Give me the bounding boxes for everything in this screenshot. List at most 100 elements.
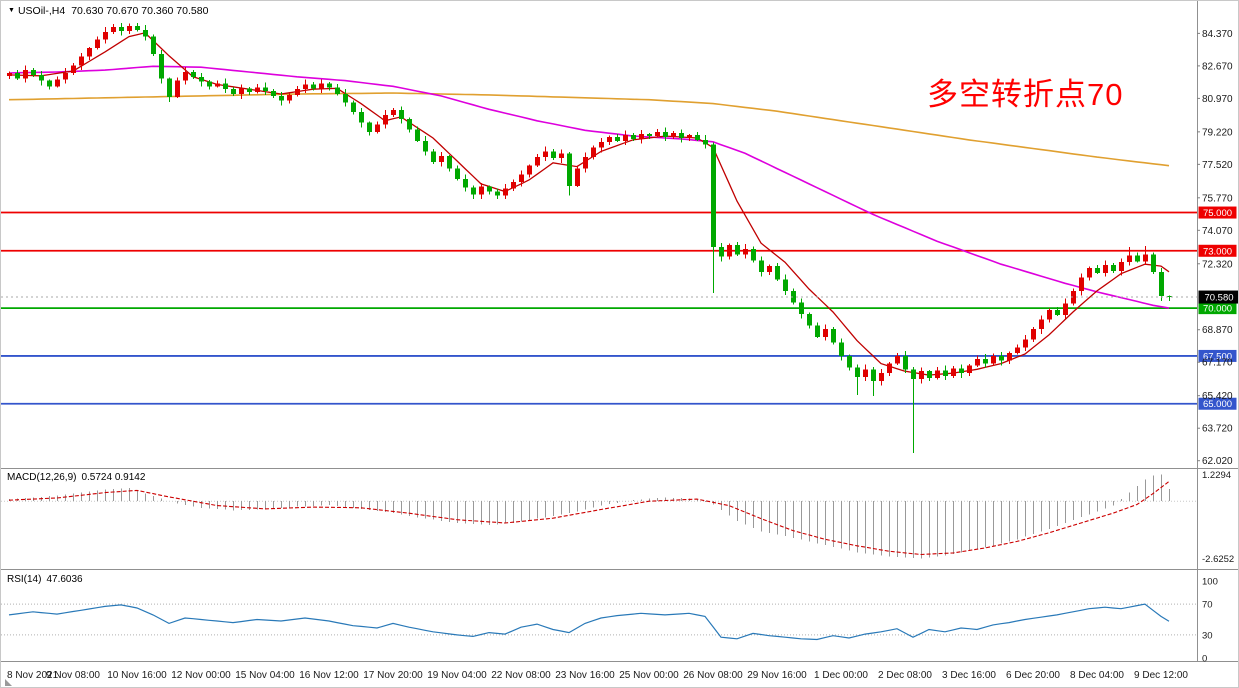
candle-body	[423, 140, 428, 152]
candle-body	[1007, 353, 1012, 361]
candle-body	[671, 133, 676, 138]
annotation-text: 多空转折点70	[927, 77, 1124, 112]
candle-body	[679, 133, 684, 138]
candle-body	[183, 72, 188, 81]
candle-body	[359, 112, 364, 123]
svg-text:84.370: 84.370	[1202, 29, 1233, 40]
candle-body	[1087, 267, 1092, 278]
rsi-value: 47.6036	[46, 574, 83, 585]
candle-body	[343, 93, 348, 103]
time-label: 6 Dec 20:00	[1006, 670, 1060, 681]
candle-body	[823, 329, 828, 337]
candle-body	[783, 279, 788, 291]
candle-body	[663, 132, 668, 138]
candle-body	[399, 110, 404, 119]
candle-body	[1151, 254, 1156, 272]
time-label: 8 Dec 04:00	[1070, 670, 1124, 681]
candle-body	[1039, 319, 1044, 330]
hline-73.000[interactable]: 73.000	[1, 244, 1237, 258]
svg-text:77.520: 77.520	[1202, 160, 1233, 171]
candle-body	[215, 83, 220, 87]
rsi-levels	[1, 603, 1197, 636]
hline-67.500[interactable]: 67.500	[1, 349, 1237, 363]
time-label: 8 Nov 2021	[7, 670, 59, 681]
candle-body	[415, 129, 420, 141]
candle-body	[911, 369, 916, 379]
candle-body	[615, 137, 620, 141]
candle-body	[31, 70, 36, 75]
candle-body	[15, 72, 20, 79]
candle-body	[367, 122, 372, 133]
candle-body	[255, 87, 260, 93]
candle-body	[503, 188, 508, 196]
candle-body	[895, 355, 900, 364]
candle-body	[1111, 265, 1116, 271]
candle-body	[735, 245, 740, 255]
candle-body	[647, 134, 652, 137]
hline-70.000[interactable]: 70.000	[1, 302, 1237, 315]
candle-body	[351, 102, 356, 113]
candle-body	[759, 260, 764, 272]
candle-body	[151, 36, 156, 54]
svg-text:63.720: 63.720	[1202, 424, 1233, 435]
candle-body	[271, 91, 276, 96]
svg-text:100: 100	[1202, 577, 1218, 588]
candle-body	[231, 89, 236, 94]
candle-body	[319, 83, 324, 89]
candle-body	[471, 187, 476, 195]
candle-body	[391, 110, 396, 116]
candle-body	[639, 134, 644, 139]
candle-body	[375, 124, 380, 133]
panel-separators[interactable]	[1, 1, 1239, 662]
price-axis-labels: 84.370 82.670 80.970 79.220 77.520 75.770 74.0…	[1197, 29, 1233, 467]
candle-body	[143, 29, 148, 37]
candle-body	[559, 153, 564, 159]
candle-body	[1047, 310, 1052, 320]
time-label: 10 Nov 16:00	[107, 670, 167, 681]
hline-65.000[interactable]: 65.000	[1, 397, 1237, 411]
candle-body	[1031, 329, 1036, 340]
candle-body	[103, 31, 108, 40]
candle-body	[847, 355, 852, 368]
candle-body	[303, 84, 308, 90]
candle-body	[431, 151, 436, 162]
svg-text:80.970: 80.970	[1202, 94, 1233, 105]
candle-body	[167, 78, 172, 97]
candle-body	[1135, 255, 1140, 262]
time-axis[interactable]	[1, 662, 1239, 688]
svg-text:72.320: 72.320	[1202, 259, 1233, 270]
candle-body	[519, 174, 524, 182]
candle-body	[831, 329, 836, 343]
candle-body	[743, 248, 748, 255]
candle-body	[695, 135, 700, 140]
time-label: 29 Nov 16:00	[747, 670, 807, 681]
candle-body	[207, 81, 212, 87]
rsi-line	[8, 603, 1170, 641]
time-label: 1 Dec 00:00	[814, 670, 868, 681]
candle-body	[127, 26, 132, 31]
candle-body	[567, 153, 572, 186]
candle-body	[839, 342, 844, 356]
candle-body	[1063, 303, 1068, 315]
hline-75.000[interactable]: 75.000	[1, 206, 1237, 220]
time-label: 3 Dec 16:00	[942, 670, 996, 681]
candle-body	[511, 181, 516, 189]
candle-body	[807, 313, 812, 326]
candle-body	[311, 84, 316, 89]
candle-body	[623, 135, 628, 141]
candle-body	[799, 302, 804, 314]
candle-body	[991, 355, 996, 364]
svg-text:70: 70	[1202, 600, 1213, 611]
svg-text:65.420: 65.420	[1202, 391, 1233, 402]
candle-body	[407, 118, 412, 130]
candle-body	[7, 72, 12, 76]
candle-body	[111, 27, 116, 32]
candle-body	[583, 157, 588, 169]
price-axis[interactable]	[1198, 1, 1239, 661]
candle-body	[1167, 296, 1172, 298]
candle-body	[263, 87, 268, 92]
macd-header: MACD(12,26,9) 0.5724 0.9142	[7, 472, 145, 483]
candle-body	[767, 266, 772, 272]
candle-body	[191, 72, 196, 77]
rsi-label: RSI(14)	[7, 574, 42, 585]
